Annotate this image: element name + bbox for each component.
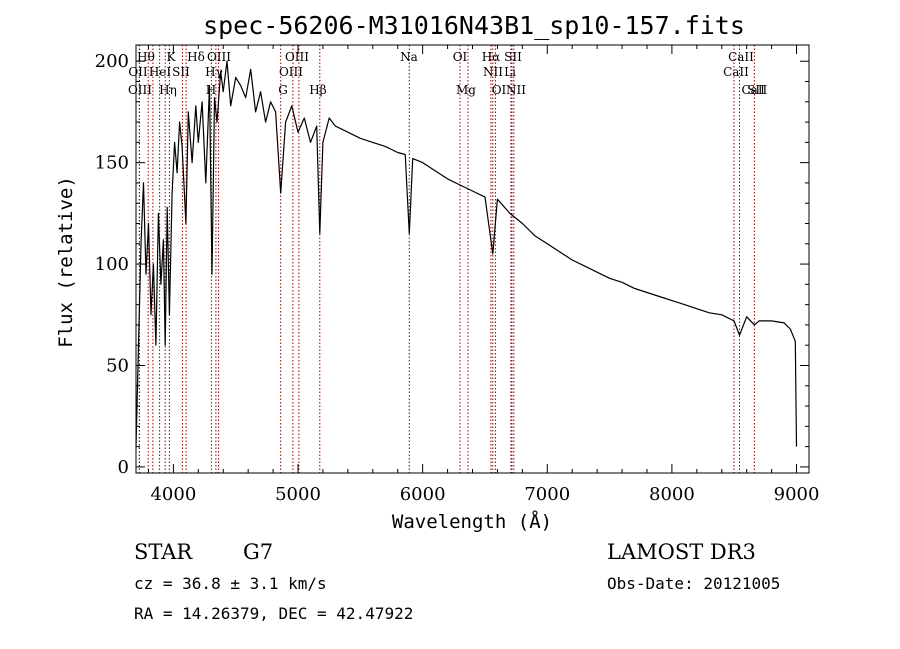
x-axis-ticks: 4000 5000 6000 7000 8000 9000 [147, 45, 820, 505]
y-tick-label: 0 [118, 457, 129, 478]
line-label: Hη [159, 83, 177, 97]
line-label: G [278, 83, 288, 97]
line-label: SII [504, 50, 522, 64]
x-tick-label: 9000 [774, 484, 820, 505]
line-label: OIII [285, 50, 309, 64]
spectral-line-markers [138, 45, 755, 473]
line-label: Li [504, 65, 516, 79]
line-label: H [206, 83, 216, 97]
redshift-info: cz = 36.8 ± 3.1 km/s [134, 574, 327, 593]
x-tick-label: 6000 [400, 484, 446, 505]
plot-frame [135, 44, 810, 474]
subclass: G7 [243, 540, 273, 564]
line-label: Hγ [205, 65, 223, 79]
object-type: STAR [134, 540, 193, 564]
survey-name: LAMOST DR3 [607, 540, 756, 564]
line-label: SII [747, 83, 765, 97]
line-label: NII [506, 83, 526, 97]
line-label: K [167, 50, 177, 64]
y-tick-label: 100 [95, 254, 129, 275]
line-label: OIII [207, 50, 231, 64]
line-label: CaII [741, 83, 767, 97]
y-tick-label: 150 [95, 153, 129, 174]
line-label: Hθ [137, 50, 155, 64]
obs-date: Obs-Date: 20121005 [607, 574, 780, 593]
x-tick-label: 4000 [150, 484, 196, 505]
line-label: Hα [482, 50, 501, 64]
chart-title: spec-56206-M31016N43B1_sp10-157.fits [203, 11, 745, 40]
line-label: NII [483, 65, 503, 79]
line-label: OI [492, 83, 507, 97]
x-tick-label: 5000 [275, 484, 321, 505]
line-label: CaII [728, 50, 754, 64]
line-label: OI [453, 50, 468, 64]
line-label: SII [172, 65, 190, 79]
line-label: Hδ [187, 50, 205, 64]
line-label: Mg [456, 83, 476, 97]
y-axis-ticks: 0 50 100 150 200 [95, 51, 809, 478]
line-label: Hβ [309, 83, 326, 97]
line-label: OIII [279, 65, 303, 79]
y-tick-label: 50 [106, 355, 129, 376]
line-label: HeI [149, 65, 172, 79]
y-tick-label: 200 [95, 51, 129, 72]
y-axis-label: Flux (relative) [55, 176, 77, 348]
x-axis-label: Wavelength (Å) [392, 510, 552, 533]
line-label: CaII [723, 65, 749, 79]
line-label: OIII [128, 83, 152, 97]
x-tick-label: 7000 [524, 484, 570, 505]
coordinates: RA = 14.26379, DEC = 42.47922 [134, 604, 413, 623]
spectrum-line [135, 60, 798, 447]
line-label: OII [128, 65, 148, 79]
line-label: Na [400, 50, 418, 64]
x-tick-label: 8000 [649, 484, 695, 505]
